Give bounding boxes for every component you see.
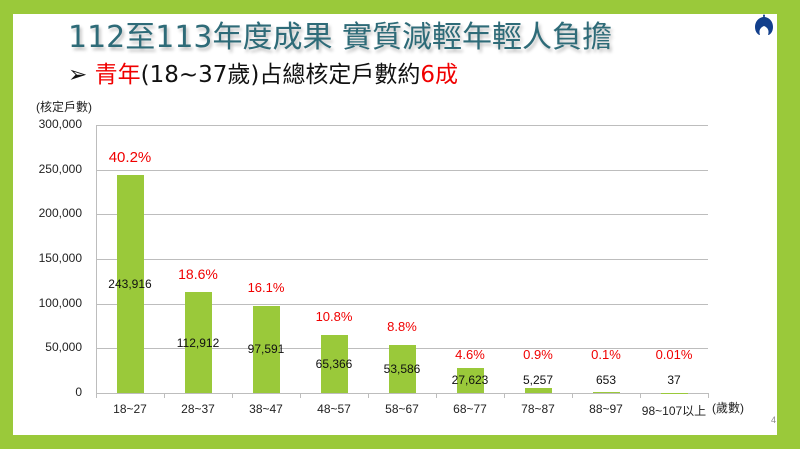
bar — [252, 305, 280, 393]
page-number: 4 — [771, 415, 777, 425]
x-tick-mark — [640, 393, 641, 398]
gridline — [96, 393, 708, 394]
percent-label: 4.6% — [455, 347, 485, 362]
y-tick-label: 0 — [75, 385, 82, 399]
category-label: 68~77 — [453, 402, 487, 416]
category-label: 38~47 — [249, 402, 283, 416]
y-tick-label: 150,000 — [38, 251, 82, 265]
data-value-label: 27,623 — [451, 373, 489, 387]
bar — [592, 392, 620, 393]
data-value-label: 243,916 — [108, 277, 152, 292]
y-tick-label: 300,000 — [38, 117, 82, 131]
data-value-label: 97,591 — [247, 342, 285, 357]
category-label: 78~87 — [521, 402, 555, 416]
x-tick-mark — [300, 393, 301, 398]
data-value-label: 53,586 — [383, 362, 421, 377]
x-tick-mark — [232, 393, 233, 398]
slide-title: 112至113年度成果 實質減輕年輕人負擔 — [68, 20, 613, 55]
percent-label: 0.01% — [655, 347, 693, 362]
bar — [524, 388, 552, 393]
percent-label: 16.1% — [247, 279, 285, 295]
x-tick-mark — [504, 393, 505, 398]
percent-label: 40.2% — [108, 149, 152, 167]
x-tick-mark — [164, 393, 165, 398]
data-value-label: 65,366 — [315, 356, 353, 371]
percent-label: 10.8% — [315, 308, 353, 324]
slide-subtitle: ➢ 青年(18~37歲)占總核定戶數約6成 — [68, 55, 458, 89]
data-value-label: 112,912 — [176, 335, 220, 350]
percent-label: 0.1% — [591, 347, 621, 362]
bar — [388, 345, 416, 393]
x-tick-mark — [368, 393, 369, 398]
gridline — [96, 125, 708, 126]
x-tick-mark — [572, 393, 573, 398]
bar — [660, 392, 688, 393]
gridline — [96, 214, 708, 216]
gridline — [96, 169, 708, 171]
category-label: 88~97 — [589, 402, 623, 416]
data-value-label: 653 — [595, 373, 617, 387]
bar — [320, 334, 348, 393]
category-label: 28~37 — [181, 402, 215, 416]
percent-label: 8.8% — [387, 319, 417, 335]
category-label: 98~107以上 — [641, 404, 707, 418]
agency-logo-icon — [755, 14, 773, 35]
category-label: 18~27 — [113, 402, 147, 416]
bar — [116, 175, 144, 393]
y-tick-label: 50,000 — [45, 340, 82, 355]
data-value-label: 5,257 — [522, 373, 554, 387]
subtitle-text: (18~37歲)占總核定戶數約 — [140, 62, 421, 88]
y-axis-label: (核定戶數) — [36, 100, 92, 114]
category-label: 58~67 — [385, 402, 419, 416]
category-label: 48~57 — [317, 402, 351, 416]
gridline — [96, 303, 708, 305]
gridline — [96, 259, 708, 260]
bullet-arrow-icon: ➢ — [68, 62, 88, 88]
data-value-label: 37 — [667, 373, 681, 387]
y-tick-label: 100,000 — [38, 295, 82, 310]
x-tick-mark — [96, 393, 97, 398]
x-tick-mark — [436, 393, 437, 398]
x-axis-label: (歲數) — [712, 401, 744, 415]
y-tick-label: 250,000 — [38, 161, 82, 176]
bar — [184, 292, 212, 393]
percent-label: 18.6% — [178, 266, 218, 283]
percent-label: 0.9% — [523, 347, 553, 362]
x-tick-mark — [708, 393, 709, 398]
subtitle-highlight-ratio: 6成 — [420, 62, 458, 88]
subtitle-highlight-youth: 青年 — [94, 62, 141, 88]
bar — [456, 368, 484, 393]
y-tick-label: 200,000 — [38, 206, 82, 221]
